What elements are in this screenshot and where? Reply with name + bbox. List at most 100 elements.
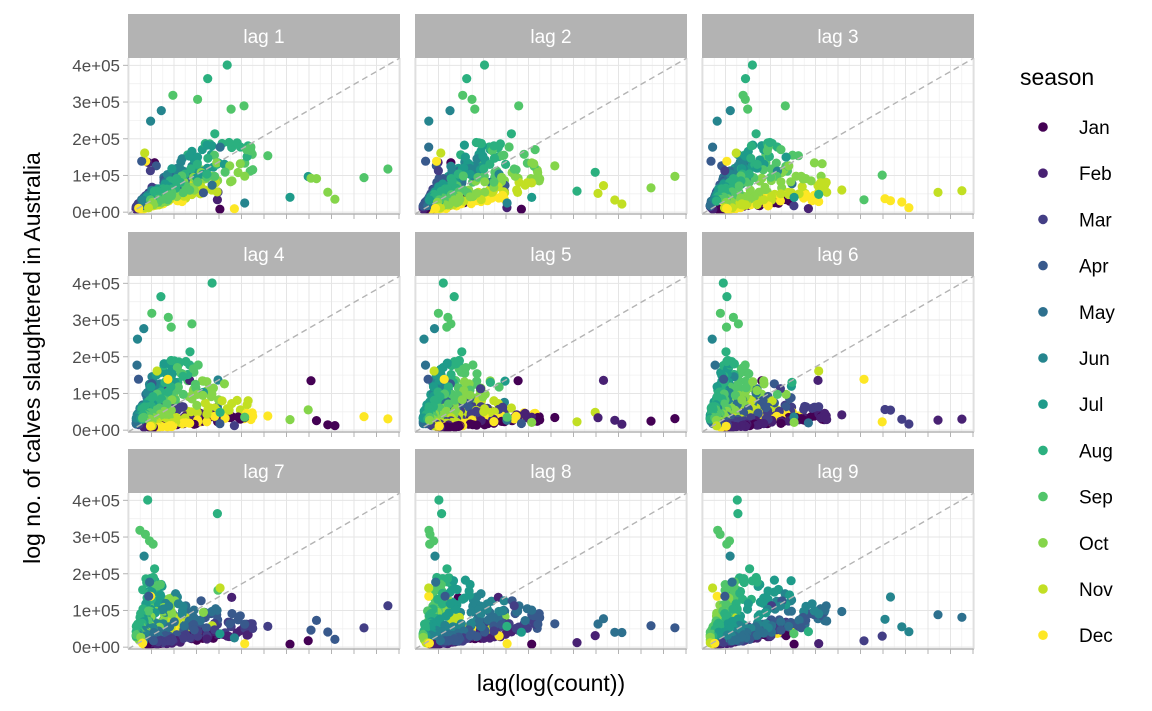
y-tick-label: 2e+05 — [72, 565, 120, 584]
point-sep — [155, 580, 165, 590]
point-oct — [535, 174, 545, 184]
point-jan — [465, 419, 475, 429]
y-axis-title: log no. of calves slaughtered in Austral… — [19, 152, 45, 564]
point-aug — [449, 292, 459, 302]
legend-label: May — [1079, 303, 1115, 324]
point-apr — [215, 419, 225, 429]
point-oct — [425, 415, 435, 425]
point-sep — [193, 177, 203, 187]
point-jun — [725, 106, 735, 116]
point-aug — [178, 371, 188, 381]
point-dec — [178, 418, 188, 428]
point-dec — [489, 417, 499, 427]
point-apr — [440, 591, 450, 601]
point-nov — [140, 148, 150, 158]
point-aug — [712, 196, 722, 206]
point-may — [617, 627, 627, 638]
legend-key — [1038, 168, 1048, 178]
point-sep — [187, 319, 197, 329]
point-nov — [200, 398, 210, 408]
panel-lag-6: lag 6 — [701, 232, 975, 437]
point-oct — [789, 417, 799, 427]
point-jul — [285, 192, 295, 202]
point-nov — [957, 186, 967, 196]
point-sep — [721, 599, 731, 609]
reference-line — [127, 275, 401, 433]
point-may — [784, 621, 794, 632]
point-aug — [454, 355, 464, 366]
legend-key — [1038, 445, 1048, 456]
panel-lag-5: lag 5 — [414, 232, 688, 437]
point-sep — [240, 412, 250, 422]
point-aug — [150, 564, 160, 574]
point-feb — [222, 631, 232, 641]
y-tick-label: 3e+05 — [72, 311, 120, 330]
point-nov — [527, 178, 537, 188]
point-aug — [501, 159, 511, 169]
point-may — [459, 626, 469, 636]
point-oct — [167, 609, 177, 619]
point-aug — [437, 599, 447, 609]
point-nov — [512, 185, 522, 195]
panel-strip — [702, 14, 974, 58]
legend-label: Mar — [1079, 210, 1112, 231]
point-nov — [776, 189, 786, 199]
reference-line — [127, 57, 401, 215]
point-dec — [138, 638, 148, 648]
point-sep — [461, 363, 471, 373]
point-aug — [457, 347, 467, 357]
point-oct — [737, 395, 747, 405]
panel-lag-9: lag 9 — [701, 449, 975, 654]
point-feb — [243, 630, 253, 640]
legend-label: Jan — [1079, 118, 1110, 139]
legend-item-may: May — [1038, 303, 1115, 324]
point-dec — [439, 374, 449, 384]
y-tick-label: 1e+05 — [72, 166, 120, 185]
point-jun — [498, 606, 508, 616]
point-dec — [897, 197, 907, 207]
point-dec — [904, 203, 914, 213]
point-aug — [485, 377, 495, 387]
points — [705, 278, 967, 432]
point-nov — [752, 199, 762, 210]
point-oct — [235, 159, 245, 169]
point-jul — [465, 169, 475, 179]
point-may — [435, 636, 445, 646]
point-may — [822, 616, 832, 626]
point-jun — [173, 599, 183, 609]
point-aug — [787, 377, 797, 387]
point-jan — [535, 415, 545, 425]
y-tick-label: 4e+05 — [72, 56, 120, 75]
point-oct — [478, 392, 488, 402]
point-apr — [148, 636, 158, 646]
point-aug — [203, 153, 213, 163]
reference-line — [127, 492, 401, 650]
points — [705, 495, 967, 649]
point-jul — [192, 152, 203, 162]
point-dec — [240, 639, 250, 649]
point-mar — [263, 621, 273, 632]
point-sep — [780, 101, 790, 111]
point-may — [215, 142, 225, 152]
point-dec — [466, 199, 476, 209]
point-aug — [210, 129, 220, 139]
legend-item-oct: Oct — [1038, 534, 1109, 555]
point-jul — [459, 140, 469, 150]
point-sep — [467, 94, 477, 104]
point-sep — [168, 90, 178, 100]
panel-strip-label: lag 3 — [817, 27, 858, 48]
point-oct — [748, 377, 758, 387]
point-oct — [670, 171, 680, 181]
point-may — [520, 616, 530, 626]
point-dec — [498, 190, 508, 200]
point-nov — [822, 187, 832, 197]
point-oct — [303, 405, 313, 415]
point-apr — [323, 627, 333, 637]
point-sep — [530, 145, 540, 155]
point-dec — [229, 204, 239, 214]
point-apr — [516, 418, 527, 429]
point-dec — [814, 196, 824, 207]
point-jun — [474, 605, 484, 615]
point-jul — [155, 590, 166, 600]
point-aug — [751, 129, 761, 139]
